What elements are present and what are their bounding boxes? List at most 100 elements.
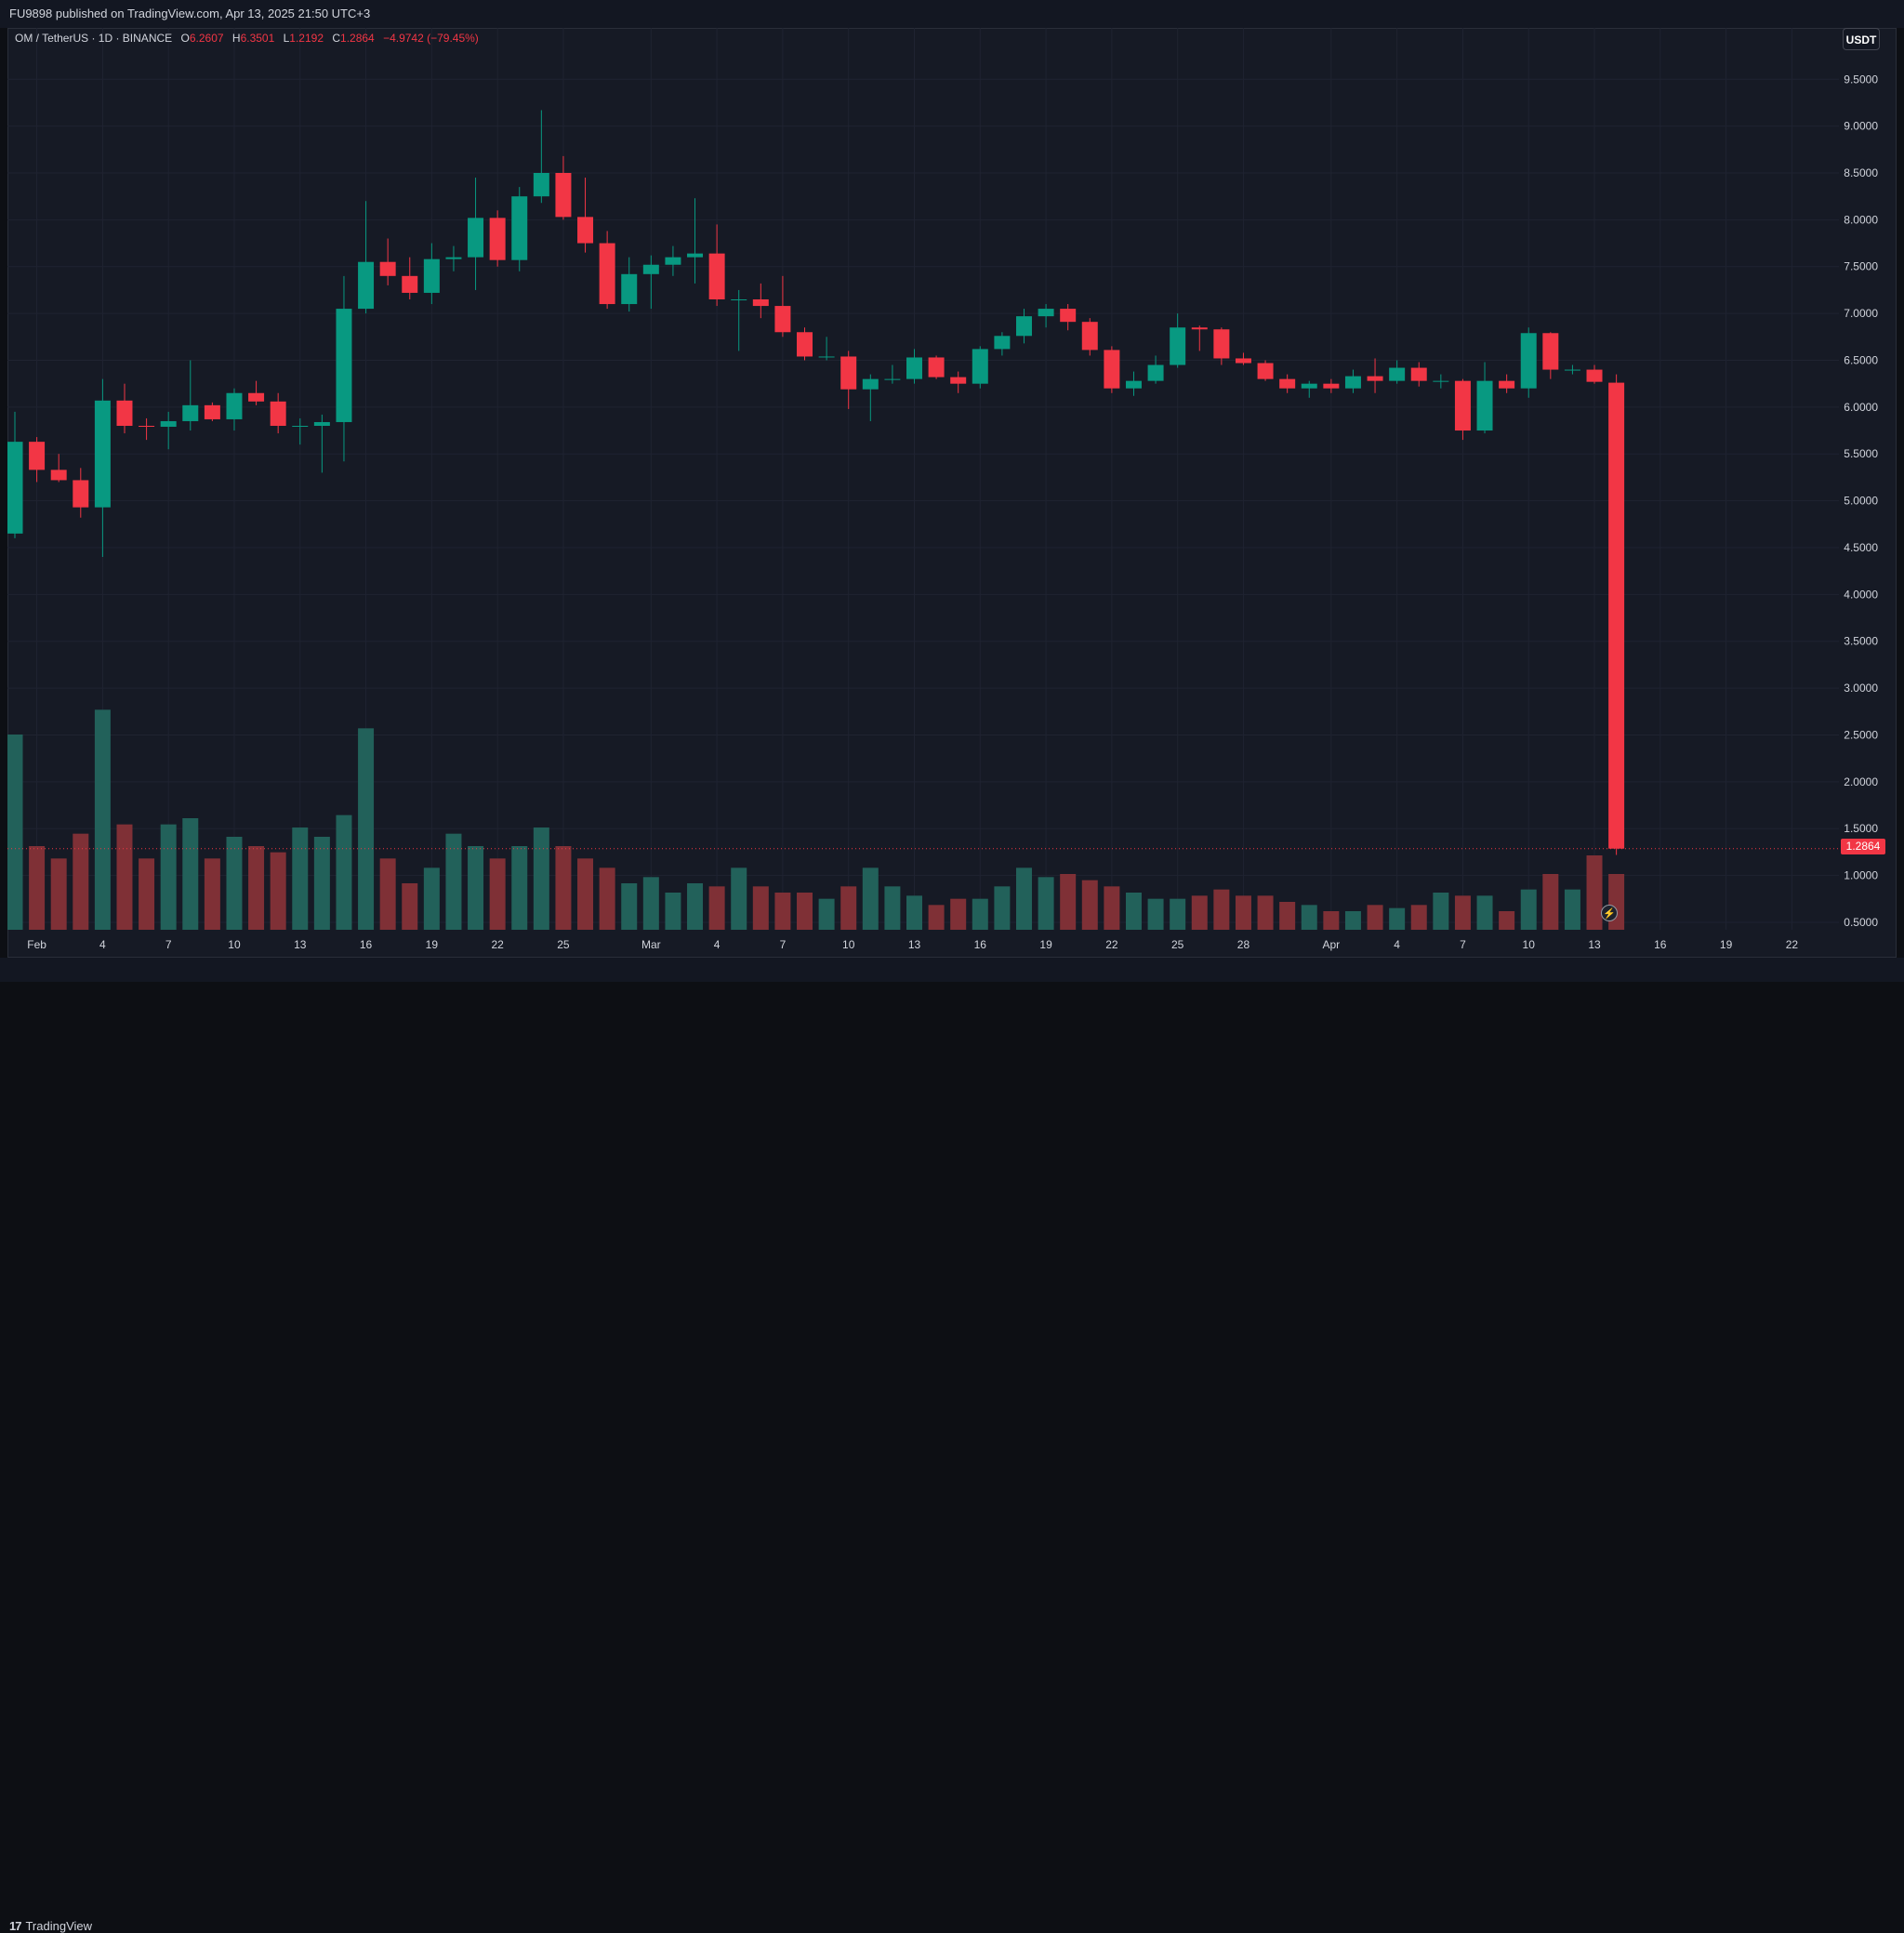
low-value: 1.2192 xyxy=(289,32,324,45)
volume-bar xyxy=(73,833,89,930)
volume-bar xyxy=(1104,886,1120,930)
candle-body xyxy=(797,332,813,357)
volume-bar xyxy=(1235,895,1251,930)
volume-bar xyxy=(402,883,418,930)
tradingview-mark-icon: 17 xyxy=(9,1919,22,1933)
volume-bar xyxy=(884,886,901,930)
candle-body xyxy=(1081,322,1098,351)
candle-body xyxy=(1608,382,1625,849)
volume-bar xyxy=(1213,889,1230,930)
volume-bar xyxy=(1454,895,1471,930)
volume-bar xyxy=(1060,874,1077,930)
volume-bar xyxy=(840,886,857,930)
volume-bar xyxy=(1257,895,1274,930)
candle-body xyxy=(752,299,769,307)
volume-bar xyxy=(358,728,375,930)
close-value: 1.2864 xyxy=(340,32,375,45)
time-axis-label: 28 xyxy=(1237,938,1250,951)
header-bar: FU9898 published on TradingView.com, Apr… xyxy=(0,0,1904,28)
candle-body xyxy=(1520,333,1537,389)
volume-bar xyxy=(994,886,1011,930)
volume-bar xyxy=(1542,874,1559,930)
volume-bar xyxy=(1520,889,1537,930)
volume-bar xyxy=(1125,893,1142,930)
volume-bar xyxy=(445,833,462,930)
footer-bar: 17 TradingView xyxy=(0,958,1904,1933)
candle-body xyxy=(884,378,901,380)
price-chart[interactable]: 0.5000 1.0000 1.5000 2.0000 2.5000 3.0000 3.50… xyxy=(7,28,1897,958)
time-axis-label: 10 xyxy=(228,938,241,951)
time-axis-label: Mar xyxy=(641,938,661,951)
candle-body xyxy=(840,356,857,390)
low-label: L xyxy=(283,32,290,45)
candle-body xyxy=(1542,333,1559,370)
time-axis-label: 10 xyxy=(1523,938,1536,951)
time-axis-label: 16 xyxy=(974,938,987,951)
time-axis-label: 16 xyxy=(360,938,373,951)
volume-bar xyxy=(226,837,243,930)
candle-body xyxy=(468,218,484,258)
volume-bar xyxy=(489,858,506,930)
volume-bar xyxy=(731,867,747,930)
time-axis-label: 13 xyxy=(294,938,307,951)
candle-body xyxy=(1586,369,1603,382)
candle-body xyxy=(1476,380,1493,431)
price-axis-label: 7.5000 xyxy=(1844,260,1878,273)
candle-body xyxy=(1235,358,1251,364)
time-axis-label: 7 xyxy=(165,938,172,951)
volume-bar xyxy=(687,883,704,930)
volume-layer xyxy=(7,709,1625,930)
price-axis-label: 2.0000 xyxy=(1844,775,1878,788)
volume-bar xyxy=(292,827,309,930)
price-axis-label: 6.5000 xyxy=(1844,353,1878,366)
last-price-label: 1.2864 xyxy=(1841,839,1885,854)
volume-bar xyxy=(665,893,681,930)
candle-body xyxy=(621,273,638,305)
volume-bar xyxy=(511,846,528,930)
candle-body xyxy=(972,349,988,384)
symbol-legend: OM / TetherUS · 1D · BINANCE O6.2607 H6.… xyxy=(15,32,479,45)
currency-unit-button[interactable]: USDT xyxy=(1843,28,1880,50)
candle-body xyxy=(1213,329,1230,359)
open-value: 6.2607 xyxy=(189,32,224,45)
candle-body xyxy=(445,257,462,259)
time-axis-label: 13 xyxy=(908,938,921,951)
time-axis-label: 4 xyxy=(99,938,106,951)
volume-bar xyxy=(270,852,286,930)
candle-body xyxy=(94,400,111,508)
candle-body xyxy=(358,261,375,310)
candle-body xyxy=(139,426,155,428)
candle-body xyxy=(1323,383,1340,389)
candle-body xyxy=(489,218,506,260)
volume-bar xyxy=(94,709,111,930)
volume-bar xyxy=(599,867,615,930)
candle-body xyxy=(1410,367,1427,381)
time-axis-label: Feb xyxy=(27,938,46,951)
candle-body xyxy=(1104,350,1120,389)
volume-bar xyxy=(797,893,813,930)
candle-body xyxy=(7,442,23,534)
volume-bar xyxy=(1410,905,1427,930)
candle-body xyxy=(270,401,286,427)
volume-bar xyxy=(116,824,133,930)
candle-body xyxy=(665,257,681,265)
candle-layer xyxy=(7,110,1625,855)
volume-bar xyxy=(950,898,967,930)
volume-bar xyxy=(29,846,46,930)
candle-body xyxy=(862,378,879,390)
candle-body xyxy=(248,392,265,402)
candle-body xyxy=(1257,363,1274,379)
candle-body xyxy=(1499,380,1515,389)
candle-body xyxy=(577,217,594,244)
volume-bar xyxy=(1367,905,1383,930)
price-axis-label: 3.0000 xyxy=(1844,682,1878,695)
time-axis-label: 4 xyxy=(1394,938,1400,951)
lightning-icon[interactable]: ⚡ xyxy=(1601,905,1618,921)
volume-bar xyxy=(906,895,922,930)
candle-body xyxy=(599,243,615,305)
candle-body xyxy=(336,309,352,422)
candle-body xyxy=(204,404,220,419)
volume-bar xyxy=(1344,911,1361,930)
price-axis-label: 1.5000 xyxy=(1844,822,1878,835)
time-axis-label: 7 xyxy=(780,938,787,951)
